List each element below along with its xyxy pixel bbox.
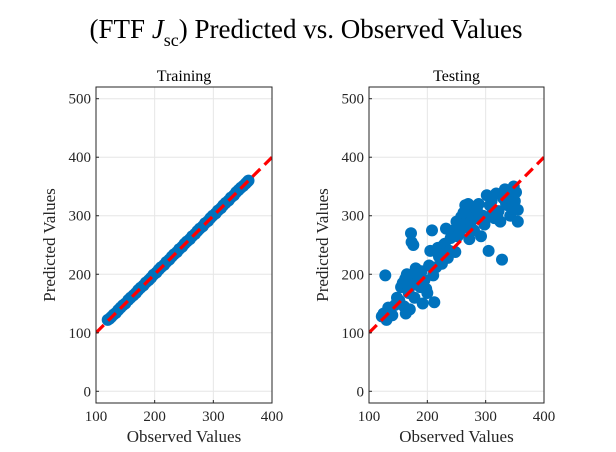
y-tick-label: 400 — [342, 150, 365, 166]
data-point — [510, 186, 522, 199]
y-tick-label: 100 — [69, 326, 92, 342]
figure-title-suffix: ) Predicted vs. Observed Values — [179, 14, 523, 44]
testing-panel: 100 200 300 400 0 100 200 300 400 500 Testing Obser… — [313, 68, 555, 446]
y-tick-label: 200 — [342, 267, 365, 283]
data-point — [407, 239, 420, 251]
data-point — [449, 246, 462, 258]
data-point — [482, 244, 495, 257]
data-point — [426, 224, 438, 237]
figure-title: (FTF Jsc) Predicted vs. Observed Values — [90, 14, 523, 50]
panel-title: Training — [157, 68, 212, 85]
figure-title-variable: J — [152, 14, 166, 44]
data-point — [379, 269, 392, 282]
data-point — [479, 212, 492, 225]
data-point — [416, 297, 429, 310]
data-point — [421, 287, 434, 299]
x-tick-label: 300 — [474, 409, 497, 425]
axes-box — [95, 86, 273, 404]
training-panel: 100 200 300 400 0 100 200 300 400 500 Training Obse… — [40, 68, 283, 446]
data-point — [405, 227, 417, 240]
data-point — [428, 296, 441, 309]
y-tick-label: 500 — [69, 92, 92, 108]
data-point — [472, 198, 485, 210]
y-tick-label: 0 — [84, 384, 92, 400]
y-tick-label: 200 — [69, 267, 92, 283]
x-tick-label: 400 — [261, 409, 284, 425]
y-tick-label: 300 — [342, 209, 365, 225]
x-tick-label: 100 — [85, 409, 108, 425]
y-tick-label: 500 — [342, 92, 365, 108]
y-tick-label: 400 — [69, 150, 92, 166]
figure-title-prefix: (FTF — [90, 14, 152, 44]
data-point — [386, 309, 399, 322]
reference-line — [96, 156, 272, 334]
data-point — [496, 253, 508, 266]
data-point — [494, 215, 507, 228]
x-tick-label: 200 — [143, 409, 166, 425]
x-tick-label: 400 — [533, 409, 556, 425]
y-tick-label: 300 — [69, 209, 92, 225]
x-axis-label: Observed Values — [127, 427, 241, 446]
data-point — [403, 303, 416, 316]
axes-box — [368, 86, 545, 404]
data-point — [475, 230, 487, 243]
x-tick-label: 100 — [358, 409, 381, 425]
x-axis-label: Observed Values — [399, 427, 513, 446]
y-axis-label: Predicted Values — [313, 188, 332, 301]
data-point — [511, 215, 524, 228]
figure-title-subscript: sc — [164, 30, 179, 50]
y-axis-label: Predicted Values — [40, 188, 59, 301]
reference-line — [369, 156, 544, 334]
y-tick-label: 100 — [342, 326, 365, 342]
data-point — [511, 203, 524, 216]
x-tick-label: 300 — [202, 409, 225, 425]
y-tick-label: 0 — [357, 384, 365, 400]
x-tick-label: 200 — [416, 409, 439, 425]
panel-title: Testing — [433, 68, 480, 85]
